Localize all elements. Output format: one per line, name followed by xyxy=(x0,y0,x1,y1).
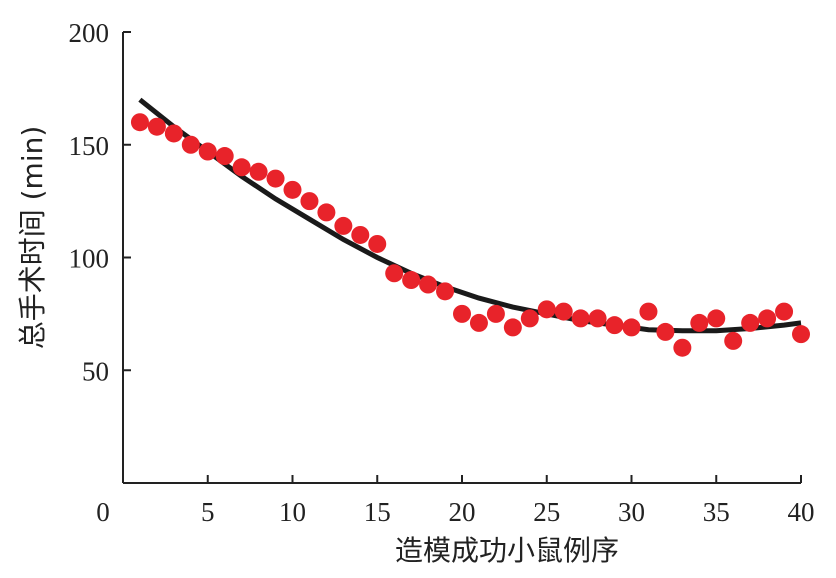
data-point xyxy=(639,302,658,321)
data-point xyxy=(249,162,268,181)
data-point xyxy=(741,313,760,332)
y-tick-label: 100 xyxy=(69,244,110,274)
data-point xyxy=(469,313,488,332)
data-point xyxy=(215,147,234,166)
data-points xyxy=(130,113,810,357)
data-point xyxy=(419,275,438,294)
data-point xyxy=(792,325,810,344)
data-point xyxy=(317,203,336,222)
data-point xyxy=(300,192,319,211)
data-point xyxy=(622,318,641,337)
x-ticks: 0 5 10 15 20 25 30 35 40 xyxy=(96,475,815,527)
data-point xyxy=(605,316,624,335)
data-point xyxy=(503,318,522,337)
data-point xyxy=(198,142,217,161)
data-point xyxy=(537,300,556,319)
data-point xyxy=(436,282,455,301)
x-axis-title: 造模成功小鼠例序 xyxy=(395,534,619,567)
data-point xyxy=(656,322,675,341)
data-point xyxy=(486,304,505,323)
data-point xyxy=(266,169,285,188)
data-point xyxy=(758,309,777,328)
data-point xyxy=(147,117,166,136)
data-point xyxy=(164,124,183,143)
x-tick-label: 0 xyxy=(96,497,110,527)
y-axis-title: 总手术时间 (min) xyxy=(16,126,49,350)
trend-line xyxy=(138,97,802,334)
x-tick-label: 5 xyxy=(201,497,215,527)
data-point xyxy=(368,234,387,253)
data-point xyxy=(130,113,149,132)
data-point xyxy=(385,264,404,283)
data-point xyxy=(402,271,421,290)
y-tick-label: 200 xyxy=(69,18,110,48)
data-point xyxy=(334,216,353,235)
x-tick-label: 25 xyxy=(533,497,560,527)
data-point xyxy=(571,309,590,328)
y-tick-label: 150 xyxy=(69,131,110,161)
x-tick-label: 40 xyxy=(788,497,815,527)
y-tick-label: 50 xyxy=(82,356,109,386)
data-point xyxy=(520,309,539,328)
data-point xyxy=(707,309,726,328)
x-tick-label: 15 xyxy=(364,497,391,527)
data-point xyxy=(554,302,573,321)
data-point xyxy=(775,302,794,321)
data-point xyxy=(453,304,471,323)
data-point xyxy=(232,158,251,177)
data-point xyxy=(181,135,200,154)
data-point xyxy=(588,309,607,328)
x-tick-label: 35 xyxy=(703,497,730,527)
x-tick-label: 10 xyxy=(279,497,306,527)
x-tick-label: 30 xyxy=(618,497,645,527)
data-point xyxy=(724,331,743,350)
data-point xyxy=(283,180,302,199)
y-ticks: 50 100 150 200 xyxy=(69,18,131,386)
data-point xyxy=(351,225,370,244)
data-point xyxy=(690,313,709,332)
x-tick-label: 20 xyxy=(449,497,476,527)
axes xyxy=(122,32,801,484)
data-point xyxy=(673,338,692,357)
